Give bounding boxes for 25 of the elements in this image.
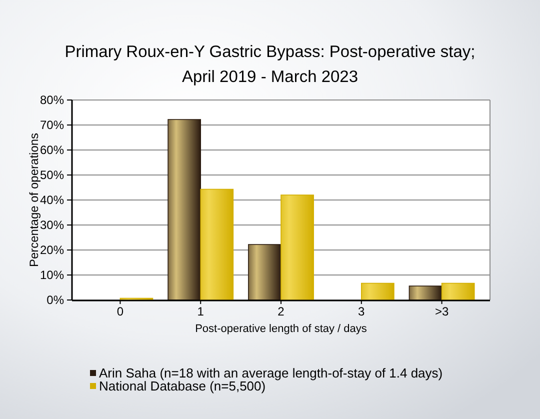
bar — [168, 119, 201, 300]
bar — [408, 286, 442, 300]
y-axis-title: Percentage of operations — [27, 132, 41, 268]
bar — [280, 194, 314, 300]
bar — [441, 282, 475, 300]
chart-title: Primary Roux-en-Y Gastric Bypass: Post-operative stay; April 2019 - March 2023 — [64, 43, 476, 86]
x-tick-label: 0 — [116, 304, 124, 319]
bar — [248, 244, 282, 300]
x-tick-label: 2 — [278, 304, 285, 319]
bar — [361, 282, 394, 300]
legend-label: Arin Saha (n=18 with an average length-of-stay of 1.4 days) — [99, 366, 443, 380]
x-tick-label: 1 — [197, 304, 204, 319]
y-tick-label: 80% — [40, 92, 64, 107]
y-tick-label: 70% — [40, 118, 64, 132]
y-tick-label: 0% — [46, 292, 64, 307]
y-tick-label: 40% — [40, 192, 64, 207]
y-tick-label: 60% — [40, 142, 64, 157]
y-tick-label: 30% — [40, 218, 64, 232]
y-tick-label: 50% — [40, 168, 64, 182]
x-tick-label: 3 — [358, 304, 366, 319]
x-tick-label: >3 — [434, 304, 449, 319]
x-axis-title: Post-operative length of stay / days — [195, 323, 368, 335]
y-tick-label: 10% — [40, 268, 64, 282]
bar — [200, 188, 234, 300]
y-tick-label: 20% — [40, 242, 64, 257]
